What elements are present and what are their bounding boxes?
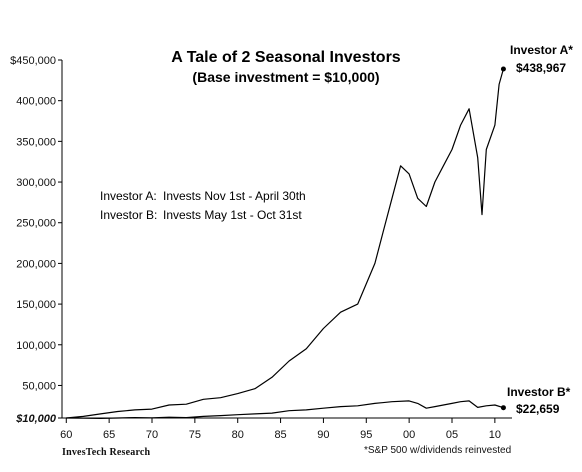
x-tick-label: 05	[446, 429, 458, 441]
source-label: InvesTech Research	[62, 447, 151, 458]
footnote: *S&P 500 w/dividends reinvested	[364, 445, 512, 456]
y-tick-label: 150,000	[16, 299, 56, 311]
x-tick-label: 90	[317, 429, 329, 441]
investor-b-name: Investor B*	[507, 385, 571, 399]
y-tick-label: $450,000	[10, 55, 56, 67]
plot-area: $10,000 50,000 100,000 150,000 200,000 250,00…	[10, 55, 512, 441]
series-line-investor-a	[66, 68, 504, 419]
x-axis-ticks: 60 65 70 75 80 85 90 95 00 05 10	[60, 418, 501, 441]
x-tick-label: 00	[403, 429, 415, 441]
y-tick-label: 350,000	[16, 136, 56, 148]
y-axis-ticks: $10,000 50,000 100,000 150,000 200,000 250,00…	[10, 55, 62, 425]
legend-b-text: Invests May 1st - Oct 31st	[163, 208, 302, 222]
end-point-investor-a	[500, 66, 506, 72]
series-layer	[66, 66, 506, 419]
x-tick-label: 85	[274, 429, 286, 441]
legend-a-text: Invests Nov 1st - April 30th	[163, 189, 306, 203]
x-tick-label: 95	[360, 429, 372, 441]
investor-a-name: Investor A*	[510, 43, 573, 57]
investor-b-end-value: $22,659	[516, 402, 560, 416]
y-tick-label: 50,000	[22, 380, 56, 392]
investor-a-end-value: $438,967	[516, 61, 566, 75]
chart-subtitle: (Base investment = $10,000)	[192, 69, 379, 85]
x-tick-label: 80	[232, 429, 244, 441]
series-line-investor-b	[66, 400, 504, 419]
legend-a-name: Investor A:	[100, 189, 157, 203]
chart-title: A Tale of 2 Seasonal Investors	[171, 49, 401, 66]
y-tick-label: 100,000	[16, 340, 56, 352]
y-tick-label: $10,000	[15, 413, 57, 425]
legend-notes: Investor A: Invests Nov 1st - April 30th…	[100, 189, 306, 222]
y-tick-label: 400,000	[16, 96, 56, 108]
x-tick-label: 65	[103, 429, 115, 441]
y-tick-label: 200,000	[16, 258, 56, 270]
y-tick-label: 250,000	[16, 218, 56, 230]
x-tick-label: 75	[189, 429, 201, 441]
end-point-investor-b	[500, 405, 506, 411]
x-tick-label: 10	[489, 429, 501, 441]
x-tick-label: 70	[146, 429, 158, 441]
legend-b-name: Investor B:	[100, 208, 157, 222]
y-tick-label: 300,000	[16, 177, 56, 189]
x-tick-label: 60	[60, 429, 72, 441]
